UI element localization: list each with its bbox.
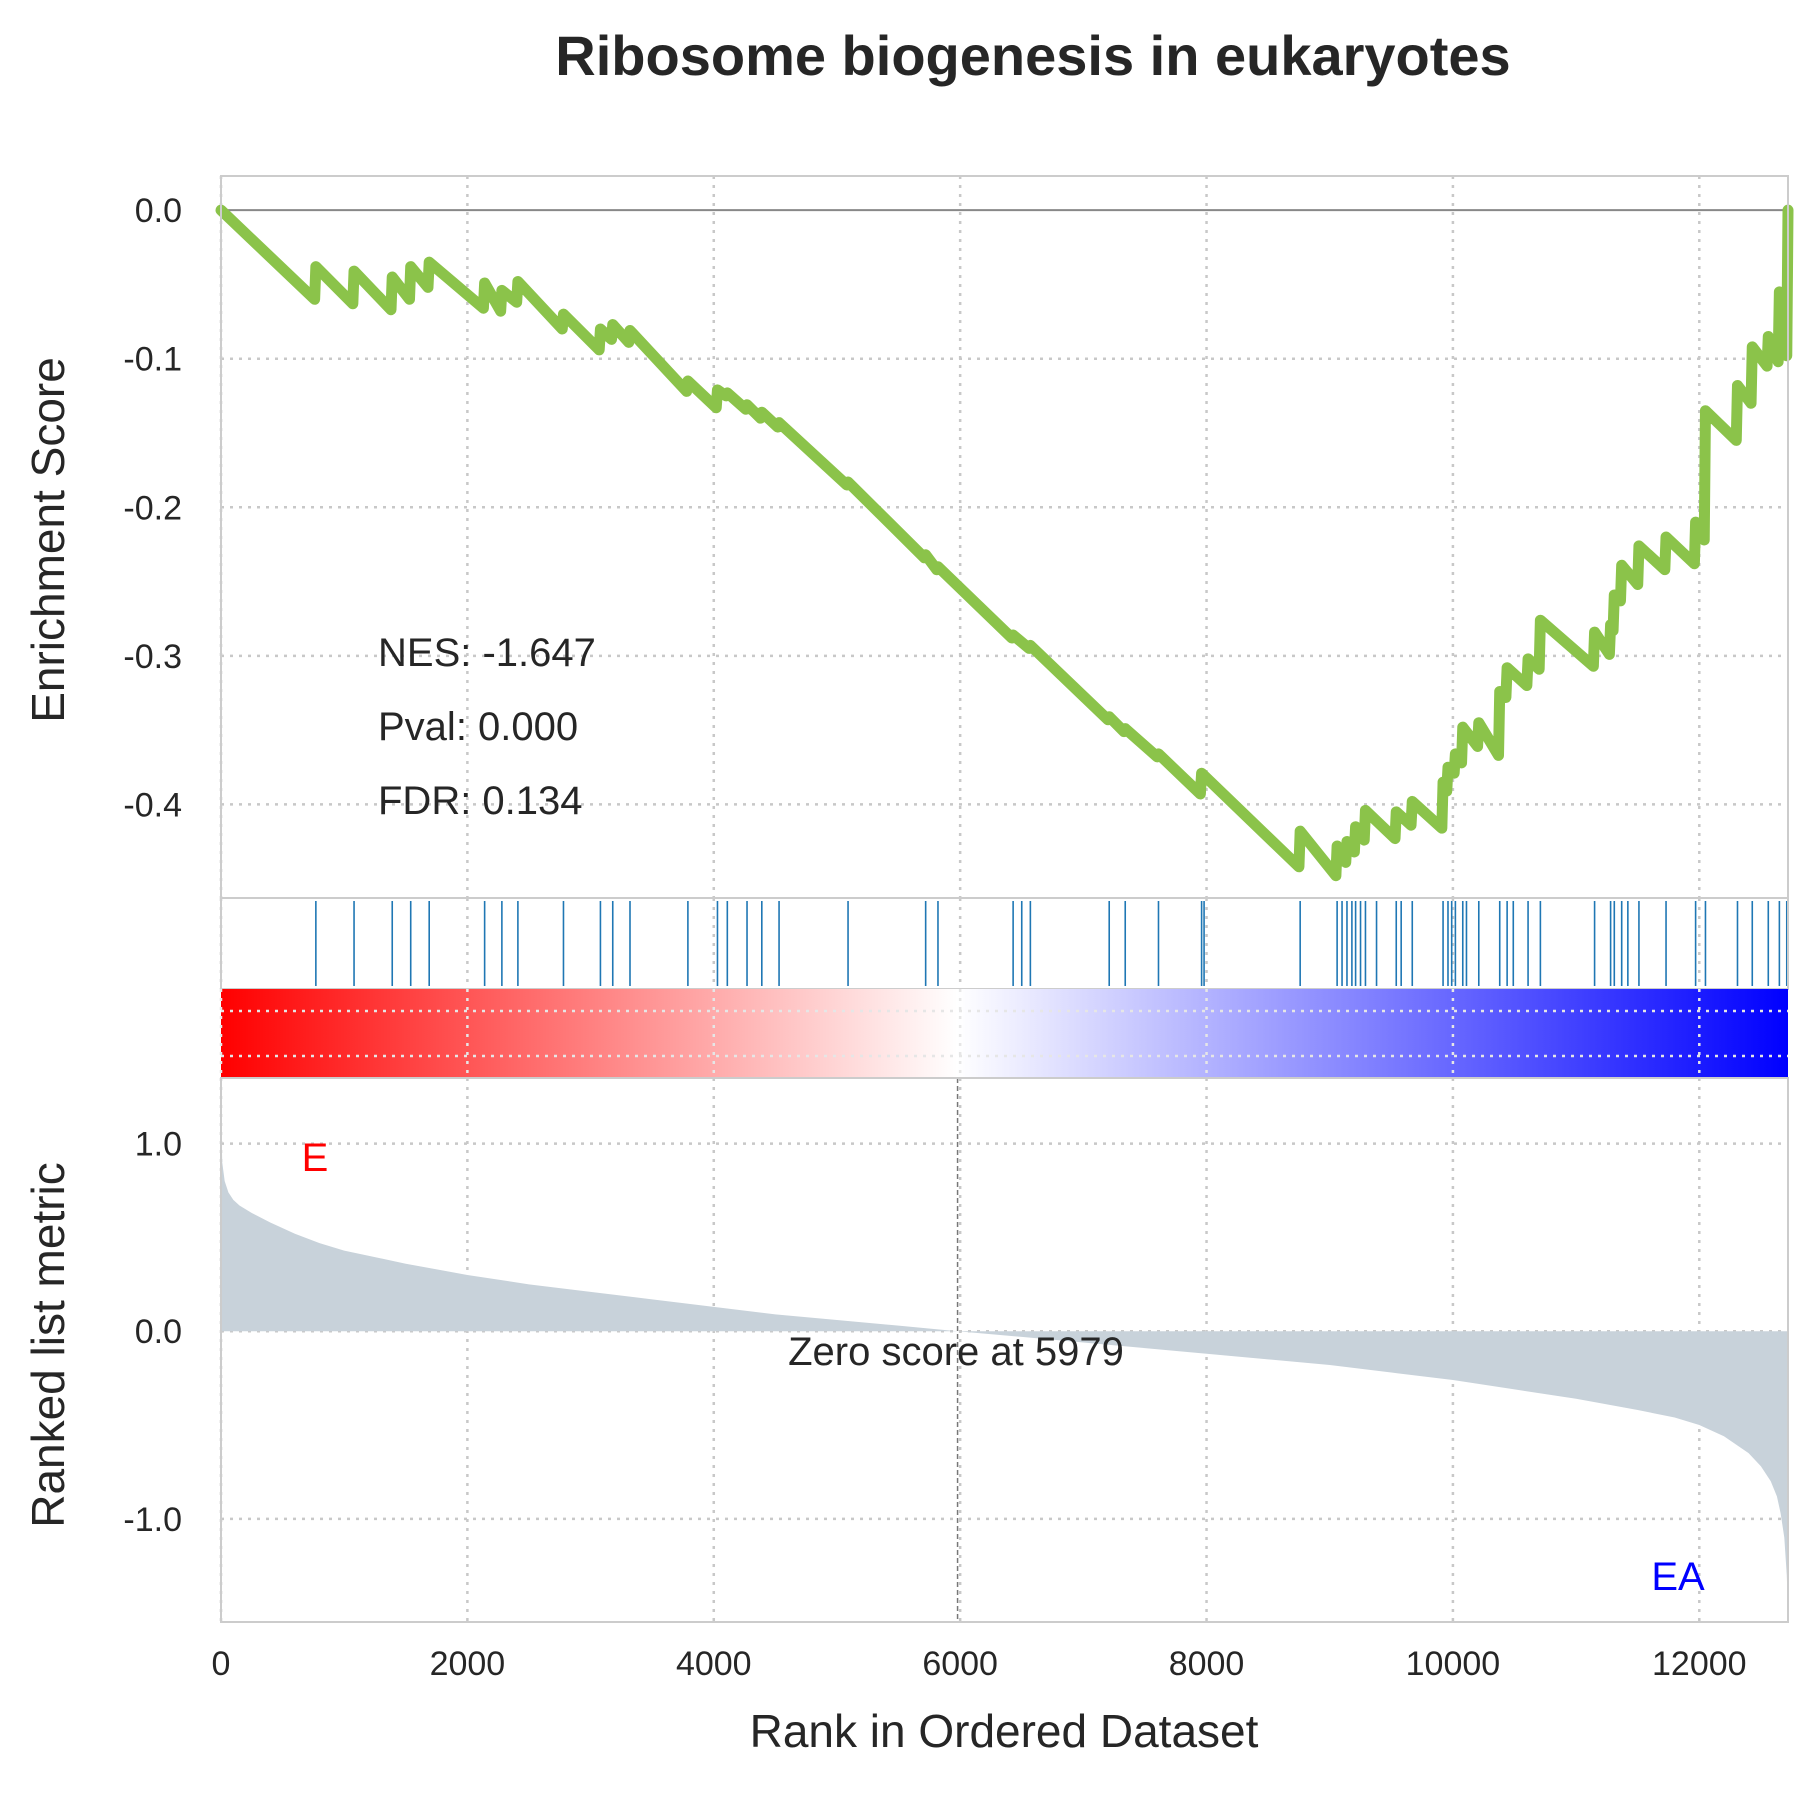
rank-y-tick-0: 1.0 bbox=[135, 1126, 182, 1164]
gene-hit-marks bbox=[315, 901, 1788, 986]
nes-stat: NES: -1.647 bbox=[378, 631, 596, 675]
rank-y-tick-1: 0.0 bbox=[135, 1313, 182, 1351]
pval-stat: Pval: 0.000 bbox=[378, 705, 578, 749]
zero-score-label: Zero score at 5979 bbox=[788, 1330, 1124, 1374]
x-tick-1: 2000 bbox=[430, 1645, 506, 1683]
x-axis-label: Rank in Ordered Dataset bbox=[750, 1705, 1259, 1757]
enrichment-score-panel: 0.0 -0.1 -0.2 -0.3 -0.4 Enrichment Score NES… bbox=[22, 175, 1794, 899]
rank-y-axis-label: Ranked list metric bbox=[22, 1162, 74, 1528]
rank-y-tick-2: -1.0 bbox=[123, 1501, 182, 1539]
ranked-metric-panel: 1.0 0.0 -1.0 Ranked list metric Zero score… bbox=[22, 1077, 1789, 1623]
x-tick-4: 8000 bbox=[1169, 1645, 1245, 1683]
es-y-tick-2: -0.2 bbox=[123, 489, 182, 527]
negative-phenotype-label: EA bbox=[1651, 1555, 1705, 1599]
hits-panel-frame bbox=[220, 897, 1789, 990]
rank-color-bar-panel bbox=[219, 989, 1788, 1078]
gene-hits-panel bbox=[219, 897, 1789, 990]
es-y-axis-label: Enrichment Score bbox=[22, 357, 74, 723]
x-tick-5: 10000 bbox=[1406, 1645, 1501, 1683]
x-tick-0: 0 bbox=[212, 1645, 231, 1683]
chart-title: Ribosome biogenesis in eukaryotes bbox=[555, 24, 1510, 87]
x-tick-3: 6000 bbox=[922, 1645, 998, 1683]
x-tick-6: 12000 bbox=[1652, 1645, 1747, 1683]
hits-grid bbox=[219, 898, 1701, 989]
rank-panel-frame bbox=[220, 1077, 1789, 1623]
rank-y-tick-labels: 1.0 0.0 -1.0 bbox=[123, 1126, 182, 1539]
ranked-metric-area bbox=[221, 1106, 1788, 1613]
positive-phenotype-label: E bbox=[302, 1136, 329, 1180]
color-bar-grid bbox=[219, 989, 1788, 1078]
es-y-tick-labels: 0.0 -0.1 -0.2 -0.3 -0.4 bbox=[123, 192, 182, 824]
rank-color-bar bbox=[221, 989, 1788, 1078]
es-y-tick-1: -0.1 bbox=[123, 341, 182, 379]
x-tick-2: 4000 bbox=[676, 1645, 752, 1683]
fdr-stat: FDR: 0.134 bbox=[378, 779, 583, 823]
es-y-tick-4: -0.4 bbox=[123, 786, 182, 824]
running-enrichment-score-line bbox=[215, 204, 1794, 882]
x-tick-labels: 0 2000 4000 6000 8000 10000 12000 bbox=[212, 1645, 1747, 1683]
es-y-tick-3: -0.3 bbox=[123, 638, 182, 676]
es-y-tick-0: 0.0 bbox=[135, 192, 182, 230]
